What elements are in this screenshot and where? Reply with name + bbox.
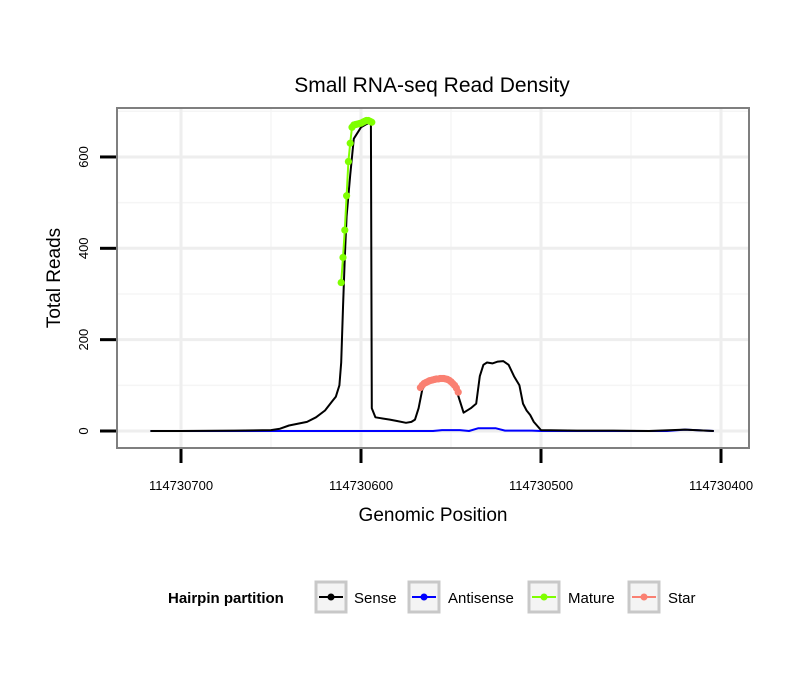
legend-title: Hairpin partition <box>168 590 284 607</box>
plot-background <box>116 107 750 449</box>
data-point-star <box>454 388 462 396</box>
legend-label-star: Star <box>668 590 696 607</box>
legend-label-mature: Mature <box>568 590 615 607</box>
series-layer <box>150 116 714 432</box>
data-point-mature <box>343 192 351 200</box>
data-point-mature <box>339 253 347 262</box>
data-point-mature <box>344 157 352 166</box>
chart-title: Small RNA-seq Read Density <box>294 74 570 97</box>
x-axis-label: Genomic Position <box>359 505 508 526</box>
y-tick-label: 600 <box>76 146 91 168</box>
y-tick-label: 0 <box>76 427 91 434</box>
data-point-mature <box>337 278 345 287</box>
y-tick-label: 200 <box>76 329 91 351</box>
x-tick-label: 114730500 <box>509 478 573 493</box>
x-tick-label: 114730400 <box>689 478 753 493</box>
x-axis: 114730700 114730600 114730500 114730400 <box>149 449 753 493</box>
y-axis-label: Total Reads <box>44 228 65 328</box>
legend-dot-mature <box>540 593 548 601</box>
legend-dot-antisense <box>420 593 428 601</box>
x-tick-label: 114730700 <box>149 478 213 493</box>
y-tick-label: 400 <box>76 237 91 259</box>
legend-label-antisense: Antisense <box>448 590 514 607</box>
legend: Hairpin partition Sense Antisense Mature… <box>168 580 696 614</box>
x-tick-label: 114730600 <box>329 478 393 493</box>
data-point-mature <box>368 118 376 126</box>
legend-dot-star <box>640 593 648 601</box>
data-point-mature <box>346 139 354 147</box>
data-point-mature <box>341 226 349 234</box>
legend-label-sense: Sense <box>354 590 397 607</box>
y-axis: 0 200 400 600 <box>76 146 116 435</box>
legend-dot-sense <box>327 593 335 601</box>
